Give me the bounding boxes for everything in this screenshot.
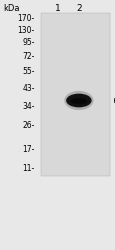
Text: 43-: 43-	[22, 84, 34, 93]
Text: 17-: 17-	[22, 146, 34, 154]
Text: 2: 2	[75, 4, 81, 13]
Text: 170-: 170-	[17, 14, 34, 23]
FancyBboxPatch shape	[41, 13, 109, 176]
Text: 1: 1	[55, 4, 60, 13]
Text: 72-: 72-	[22, 52, 34, 61]
Ellipse shape	[64, 91, 93, 110]
Text: kDa: kDa	[3, 4, 20, 13]
Ellipse shape	[70, 98, 86, 104]
Text: 130-: 130-	[17, 26, 34, 35]
Text: 26-: 26-	[22, 121, 34, 130]
Text: 95-: 95-	[22, 38, 34, 47]
Text: 55-: 55-	[22, 68, 34, 76]
Ellipse shape	[66, 94, 91, 108]
Text: 11-: 11-	[22, 164, 34, 173]
Text: 34-: 34-	[22, 102, 34, 111]
